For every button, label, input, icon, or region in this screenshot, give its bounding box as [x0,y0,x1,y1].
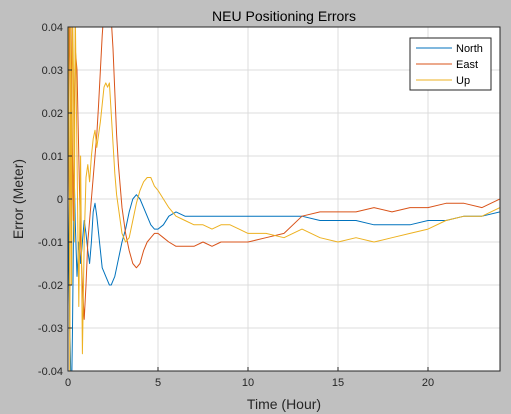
legend: North East Up [409,37,492,91]
x-tick-label: 0 [65,377,71,389]
chart-title: NEU Positioning Errors [212,8,356,24]
y-tick-label: 0.01 [42,151,63,163]
x-axis-title: Time (Hour) [247,396,321,412]
y-tick-label: 0 [57,194,63,206]
x-tick-label: 20 [422,377,434,389]
y-tick-label: -0.03 [38,323,63,335]
x-axis-ticks: 0 5 10 15 20 [65,367,434,389]
y-tick-label: 0.02 [42,108,63,120]
series-layer [68,27,500,371]
y-tick-label: -0.02 [38,280,63,292]
x-tick-label: 10 [242,377,254,389]
y-tick-label: -0.01 [38,237,63,249]
y-tick-label: 0.03 [42,65,63,77]
legend-label-east: East [456,59,478,71]
legend-label-north: North [456,43,483,55]
y-axis-ticks: -0.04 -0.03 -0.02 -0.01 0 0.01 0.02 0.03 0.04 [38,22,72,378]
x-tick-label: 5 [155,377,161,389]
series-line-up [68,27,500,371]
y-tick-label: 0.04 [42,22,63,34]
x-tick-label: 15 [332,377,344,389]
y-tick-label: -0.04 [38,366,63,378]
y-axis-title: Error (Meter) [10,159,26,239]
legend-label-up: Up [456,75,470,87]
